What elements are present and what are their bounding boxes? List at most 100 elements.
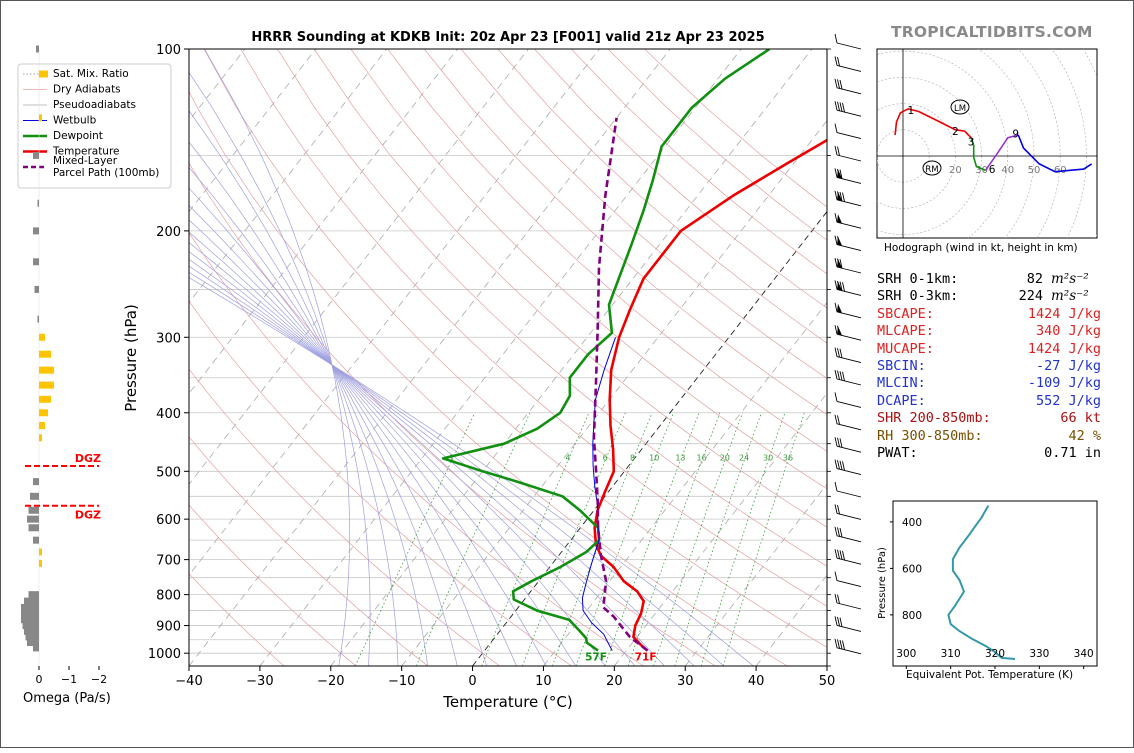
- stat-value: 552 J/kg: [999, 393, 1101, 410]
- mixing-ratio-label: 8: [630, 454, 635, 463]
- wind-barb-feather: [835, 392, 837, 401]
- legend-label: Sat. Mix. Ratio: [53, 68, 129, 80]
- omega-bar: [39, 548, 42, 555]
- wind-barb: [835, 639, 861, 654]
- y-tick-label: 300: [156, 331, 181, 346]
- omega-bar: [29, 591, 40, 598]
- stat-value: 66 kt: [999, 410, 1101, 427]
- wind-barb-shaft: [837, 267, 861, 273]
- wind-barb-shaft: [837, 88, 861, 94]
- mixing-ratio-line: [675, 413, 762, 666]
- wind-barb-shaft: [837, 312, 861, 318]
- wind-barb-pennant: [837, 214, 842, 223]
- wind-barb-feather: [840, 102, 842, 111]
- omega-bar: [39, 422, 45, 429]
- wind-barb-feather: [835, 639, 837, 648]
- stat-row: DCAPE:552 J/kg: [877, 393, 1117, 410]
- y-axis-label: Pressure (hPa): [122, 304, 140, 412]
- ept-x-tick-label: 300: [896, 648, 916, 660]
- omega-bar: [39, 382, 54, 389]
- hodograph-caption: Hodograph (wind in kt, height in km): [884, 242, 1078, 254]
- stat-value: 42 %: [999, 428, 1101, 445]
- wind-barb-feather: [835, 56, 837, 65]
- surface-dewpoint-label: 57F: [585, 652, 607, 664]
- wind-barb-shaft: [837, 155, 861, 161]
- wind-barb-feather: [835, 437, 837, 446]
- wind-barb-feather: [838, 371, 840, 380]
- omega-bar: [39, 409, 48, 416]
- wind-barb: [835, 191, 861, 206]
- ept-x-tick-label: 340: [1074, 648, 1094, 660]
- wind-barb-feather: [843, 372, 845, 381]
- y-tick-label: 400: [156, 407, 181, 422]
- wind-barb: [835, 258, 861, 273]
- stat-value: 0.71 in: [999, 445, 1101, 462]
- skewt-plot-border: [189, 49, 827, 666]
- isotherm-line: [260, 49, 741, 666]
- wind-barb-feather: [835, 549, 837, 558]
- omega-bar: [27, 516, 39, 523]
- omega-bar: [36, 46, 39, 53]
- wind-barb-feather: [838, 415, 840, 424]
- dgz-label: DGZ: [75, 452, 101, 465]
- y-tick-label: 1000: [148, 647, 181, 662]
- wind-barb-shaft: [837, 581, 861, 587]
- ept-x-tick-label: 310: [941, 648, 961, 660]
- omega-bar: [30, 493, 39, 500]
- mixing-ratio-line: [701, 413, 785, 666]
- mixing-ratio-label: 16: [697, 454, 707, 463]
- stat-row: RH 300-850mb:42 %: [877, 428, 1117, 445]
- x-tick-label: 10: [535, 674, 552, 689]
- wind-barb-shaft: [837, 424, 861, 430]
- omega-bar: [35, 286, 40, 293]
- y-tick-label: 500: [156, 465, 181, 480]
- ept-y-tick-label: 600: [902, 563, 922, 575]
- x-tick-label: −30: [246, 674, 273, 689]
- wind-barb-feather: [835, 146, 837, 155]
- omega-bar: [39, 334, 45, 341]
- ept-x-tick-label: 330: [1029, 648, 1049, 660]
- omega-bar: [39, 367, 54, 374]
- mixing-ratio-line: [654, 413, 743, 666]
- wind-barb-shaft: [837, 379, 861, 385]
- omega-bar: [39, 71, 48, 78]
- wind-barb-shaft: [837, 558, 861, 564]
- y-tick-label: 800: [156, 589, 181, 604]
- omega-bar: [39, 351, 51, 358]
- omega-tick-label: −1: [61, 673, 77, 686]
- wind-barb-feather: [840, 461, 842, 470]
- x-tick-label: −20: [317, 674, 344, 689]
- mixing-ratio-label: 30: [763, 454, 773, 463]
- wind-barb-feather: [838, 147, 840, 156]
- mixing-ratio-label: 4: [565, 454, 570, 463]
- wind-barb-shaft: [837, 469, 861, 475]
- wind-barb-feather: [838, 79, 840, 88]
- wind-barb-feather: [838, 438, 840, 447]
- wind-barb-feather: [835, 213, 837, 222]
- omega-bar: [21, 604, 39, 611]
- mixing-ratio-label: 24: [739, 454, 749, 463]
- y-tick-label: 700: [156, 554, 181, 569]
- wind-barb: [835, 482, 861, 497]
- wind-barb-feather: [843, 551, 845, 560]
- wind-barb: [835, 213, 861, 228]
- y-tick-label: 100: [156, 43, 181, 58]
- wind-barb-shaft: [837, 110, 861, 116]
- wind-barb-feather: [835, 34, 837, 43]
- wind-barb-feather: [835, 370, 837, 379]
- ept-y-tick-label: 800: [902, 610, 922, 622]
- mixing-ratio-line: [355, 413, 475, 666]
- stat-label: SRH 0-3km:: [877, 288, 999, 305]
- wind-barb: [835, 79, 861, 94]
- omega-bar: [24, 598, 39, 605]
- omega-bar: [21, 610, 39, 617]
- ept-x-tick-label: 320: [985, 648, 1005, 660]
- wind-barb: [835, 146, 861, 161]
- hodograph-height-label: 6: [989, 164, 996, 176]
- stat-unit: m²s⁻²: [1051, 271, 1089, 287]
- omega-tick-label: 0: [36, 673, 43, 686]
- stat-value: 340 J/kg: [999, 323, 1101, 340]
